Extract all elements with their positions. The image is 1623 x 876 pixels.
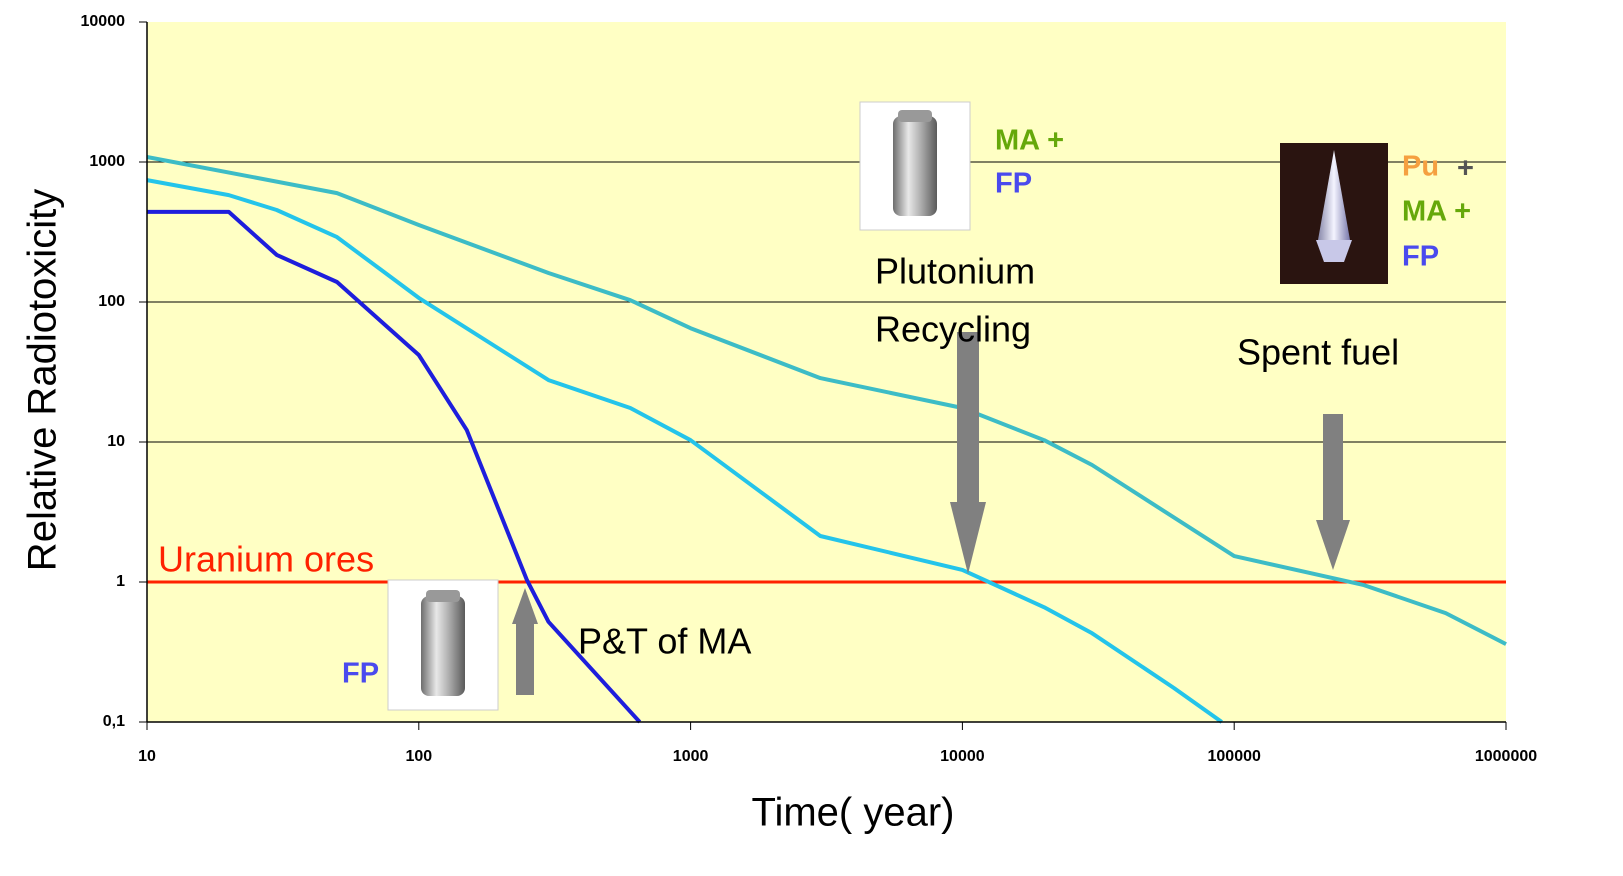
annotation: MA + — [1402, 196, 1471, 228]
annotation: P&T of MA — [578, 621, 751, 662]
y-tick-label: 0,1 — [103, 713, 125, 730]
annotation: + — [1457, 153, 1474, 185]
annotation: FP — [1402, 241, 1439, 273]
annotation: Plutonium — [875, 251, 1035, 292]
annotation: FP — [995, 168, 1032, 200]
x-tick-label: 100 — [405, 748, 432, 765]
reference-label: Uranium ores — [158, 539, 374, 580]
fuel-assembly-image — [1280, 143, 1388, 284]
x-tick-label: 1000000 — [1475, 748, 1537, 765]
canister-image — [860, 102, 970, 230]
y-tick-label: 1 — [116, 573, 125, 590]
y-tick-label: 10000 — [81, 13, 126, 30]
x-tick-label: 100000 — [1208, 748, 1261, 765]
annotation: FP — [342, 658, 379, 690]
y-tick-label: 10 — [107, 433, 125, 450]
annotation: Recycling — [875, 309, 1031, 350]
annotation: Spent fuel — [1237, 332, 1399, 373]
x-axis-label: Time( year) — [752, 791, 955, 835]
annotation: Pu — [1402, 151, 1439, 183]
annotation: MA + — [995, 125, 1064, 157]
canister-image — [388, 580, 498, 710]
y-tick-label: 100 — [98, 293, 125, 310]
y-axis-label: Relative Radiotoxicity — [21, 189, 65, 571]
x-tick-label: 10000 — [940, 748, 985, 765]
y-tick-label: 1000 — [89, 153, 125, 170]
chart: Time( year) Relative Radiotoxicity Urani… — [0, 0, 1623, 876]
x-tick-label: 10 — [138, 748, 156, 765]
x-tick-label: 1000 — [673, 748, 709, 765]
